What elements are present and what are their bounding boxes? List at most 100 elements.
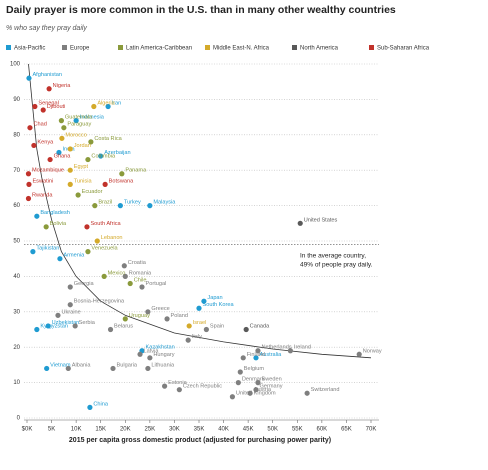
legend-label: Europe (70, 46, 90, 52)
data-point (243, 326, 249, 333)
chart-title: Daily prayer is more common in the U.S. … (6, 4, 396, 16)
point-label: Afghanistan (32, 72, 62, 78)
data-point (176, 387, 182, 393)
point-label: Guatemala (65, 115, 93, 121)
data-point (240, 355, 246, 361)
data-point (253, 355, 259, 361)
point-label: Jordan (74, 143, 91, 149)
point-label: Germany (260, 384, 283, 390)
x-tick-label: 60K (317, 427, 328, 433)
point-label: Kenya (37, 139, 54, 145)
point-label: Botswana (109, 178, 134, 184)
point-label: Georgia (74, 281, 95, 287)
point-label: Australia (260, 352, 283, 358)
data-point (85, 156, 91, 163)
data-point (94, 238, 100, 244)
point-label: Indonesia (80, 115, 105, 121)
point-label: Switzerland (311, 387, 340, 393)
point-label: Azerbaijan (104, 150, 130, 156)
data-point (235, 380, 241, 386)
data-point (229, 394, 236, 400)
x-tick-label: 65K (341, 427, 352, 433)
data-point (67, 284, 73, 290)
point-label: Senegal (38, 100, 59, 106)
point-label: Austria (254, 387, 272, 393)
point-label: Djibouti (47, 104, 66, 110)
data-point (110, 365, 116, 372)
point-label: Latvia (144, 348, 160, 354)
data-point (356, 351, 362, 357)
data-point (32, 103, 38, 110)
data-point (203, 326, 209, 333)
point-label: Ukraine (61, 309, 80, 315)
y-tick-label: 20 (13, 345, 20, 351)
point-label: Brazil (98, 200, 112, 206)
point-label: Sweden (261, 377, 281, 383)
point-label: Hungary (153, 352, 174, 358)
legend-label: North America (300, 46, 339, 52)
data-point (34, 213, 40, 219)
data-point (58, 118, 64, 124)
legend-label: Sub-Saharan Africa (377, 46, 430, 52)
data-point (196, 305, 202, 311)
point-label: Estonia (168, 380, 188, 386)
data-point (56, 149, 62, 156)
point-label: China (93, 401, 109, 407)
point-label: Costa Rica (94, 136, 122, 142)
data-point (186, 323, 192, 329)
point-label: Bulgaria (117, 362, 138, 368)
data-point (122, 273, 128, 279)
x-tick-label: 20K (120, 427, 131, 433)
point-label: Ecuador (82, 189, 103, 195)
point-label: Venezuela (91, 246, 118, 252)
point-label: Belgium (244, 366, 265, 372)
point-label: Uruguay (129, 313, 150, 319)
point-label: Serbia (79, 320, 96, 326)
point-label: Norway (363, 348, 382, 354)
data-point (85, 249, 91, 255)
annotation: 49% of people pray daily. (300, 262, 373, 269)
data-point (139, 284, 145, 290)
x-tick-label: 40K (218, 427, 229, 433)
data-point (137, 351, 143, 357)
y-tick-label: 10 (13, 380, 20, 386)
data-point (102, 181, 108, 187)
point-label: United States (304, 217, 338, 223)
data-point (59, 135, 65, 141)
x-tick-label: 5K (48, 427, 55, 433)
data-point (73, 118, 79, 124)
data-point (46, 86, 52, 92)
x-tick-label: 10K (71, 427, 82, 433)
data-point (34, 326, 40, 333)
data-point (91, 103, 97, 110)
x-tick-label: 35K (194, 427, 205, 433)
data-point (30, 249, 36, 255)
data-point (117, 203, 123, 209)
data-point (72, 323, 78, 329)
point-label: Netherlands (261, 345, 291, 351)
data-point (31, 142, 37, 149)
data-point (92, 203, 98, 209)
trend-line (28, 63, 372, 359)
x-tick-label: 45K (243, 427, 254, 433)
x-tick-label: 55K (292, 427, 303, 433)
point-label: Lebanon (101, 235, 123, 241)
data-point (255, 380, 261, 386)
point-label: Tunisia (74, 178, 93, 184)
annotation: In the average country, (300, 253, 366, 260)
point-label: Vietnam (50, 362, 71, 368)
point-label: Morocco (65, 132, 86, 138)
data-point (247, 390, 253, 396)
data-point (57, 256, 63, 262)
data-point (185, 337, 191, 343)
data-point (145, 365, 151, 372)
point-label: Israel (193, 320, 207, 326)
legend-swatch (6, 45, 11, 50)
data-point (122, 316, 128, 322)
point-label: Czech Republic (183, 384, 222, 390)
data-point (162, 383, 168, 389)
point-label: Lithuania (151, 362, 175, 368)
data-point (67, 181, 73, 187)
point-label: Romania (129, 270, 152, 276)
data-point (67, 146, 73, 152)
